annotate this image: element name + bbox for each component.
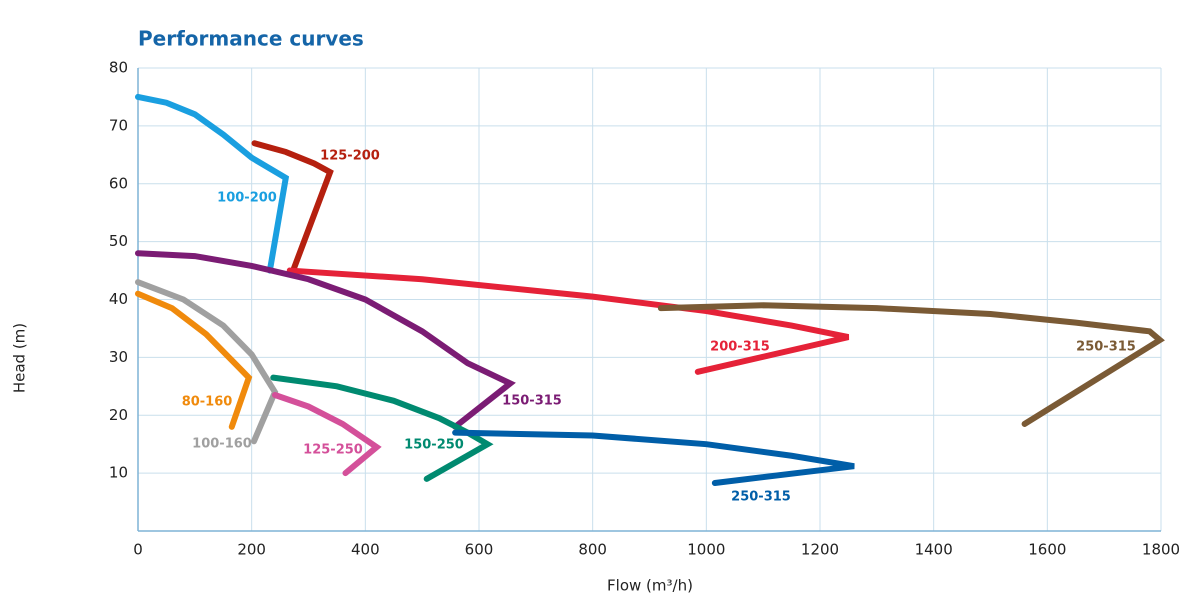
x-tick-label: 1400 bbox=[915, 541, 953, 559]
curve-label: 125-250 bbox=[303, 443, 363, 458]
curve bbox=[135, 279, 279, 445]
x-tick-label: 200 bbox=[237, 541, 266, 559]
curve-label: 200-315 bbox=[710, 340, 770, 355]
x-tick-label: 1000 bbox=[687, 541, 725, 559]
x-tick-label: 1800 bbox=[1142, 541, 1180, 559]
x-tick-label: 400 bbox=[351, 541, 380, 559]
curve-label: 150-250 bbox=[404, 438, 464, 453]
curve bbox=[135, 290, 253, 430]
y-tick-label: 50 bbox=[109, 232, 128, 250]
x-tick-label: 800 bbox=[578, 541, 607, 559]
x-tick-label: 0 bbox=[133, 541, 143, 559]
chart-title: Performance curves bbox=[138, 27, 364, 51]
curve-label: 100-200 bbox=[217, 191, 277, 206]
x-tick-label: 600 bbox=[465, 541, 494, 559]
curve bbox=[135, 93, 290, 274]
y-tick-label: 20 bbox=[109, 406, 128, 424]
curve bbox=[657, 302, 1165, 427]
y-tick-label: 10 bbox=[109, 464, 128, 482]
curve bbox=[271, 391, 382, 477]
curve-label: 125-200 bbox=[320, 149, 380, 164]
curve bbox=[270, 374, 494, 482]
curve bbox=[135, 250, 516, 430]
curve bbox=[251, 140, 334, 277]
y-tick-label: 80 bbox=[109, 59, 128, 77]
y-tick-label: 70 bbox=[109, 116, 128, 134]
curve-label: 250-315 bbox=[1076, 340, 1136, 355]
y-axis-label: Head (m) bbox=[11, 323, 29, 393]
x-tick-label: 1200 bbox=[801, 541, 839, 559]
x-axis-label: Flow (m³/h) bbox=[607, 577, 693, 595]
curve-label: 80-160 bbox=[182, 395, 233, 410]
curve bbox=[452, 429, 855, 486]
curve-label: 250-315 bbox=[731, 490, 791, 505]
y-tick-label: 40 bbox=[109, 290, 128, 308]
curve-label: 150-315 bbox=[502, 394, 562, 409]
x-tick-label: 1600 bbox=[1028, 541, 1066, 559]
y-tick-label: 30 bbox=[109, 348, 128, 366]
curve bbox=[286, 267, 850, 375]
curve-label: 100-160 bbox=[192, 437, 252, 452]
y-tick-label: 60 bbox=[109, 174, 128, 192]
